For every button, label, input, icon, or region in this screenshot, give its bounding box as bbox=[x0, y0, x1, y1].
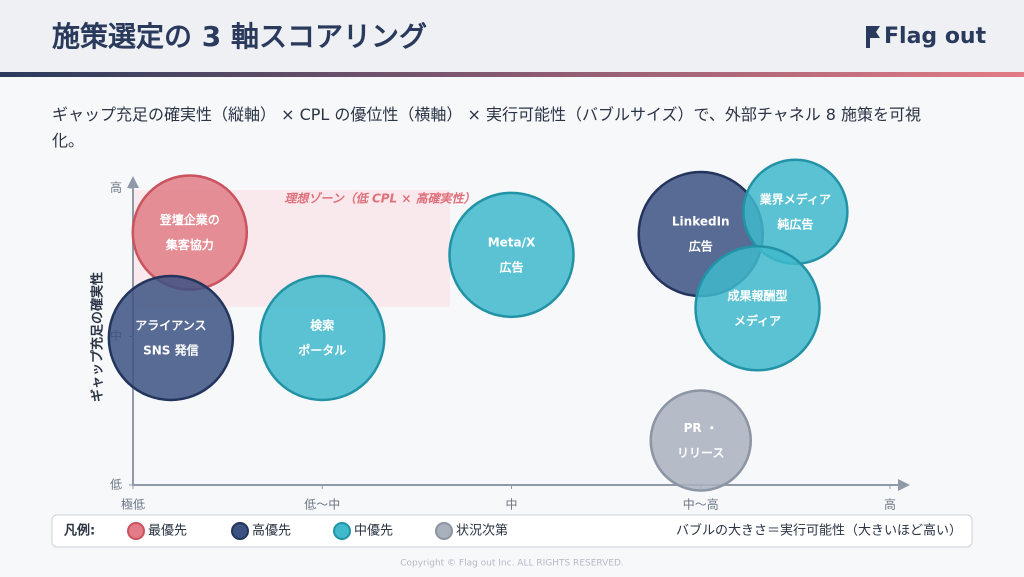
y-tick-label: 低 bbox=[110, 478, 122, 492]
legend-label: 高優先 bbox=[252, 523, 291, 539]
size-note: バブルの大きさ＝実行可能性（大きいほど高い） bbox=[676, 523, 962, 539]
y-tick-label: 高 bbox=[110, 181, 122, 195]
bubble bbox=[259, 274, 386, 402]
y-axis-label: ギャップ充足の確実性 bbox=[90, 272, 106, 402]
bubble bbox=[448, 191, 575, 319]
x-tick-label: 中 bbox=[505, 497, 517, 512]
bubble bbox=[131, 174, 249, 291]
bubble-label: 登壇企業の bbox=[159, 212, 220, 227]
bubble-label: 成果報酬型 bbox=[728, 288, 788, 303]
x-tick-label: 中〜高 bbox=[683, 497, 719, 512]
x-tick-label: 高 bbox=[884, 498, 896, 512]
bubble-label: Meta/X bbox=[488, 235, 536, 249]
legend-swatch bbox=[435, 522, 453, 540]
bubble-group: PR ・リリース bbox=[649, 389, 752, 492]
legend-swatch bbox=[127, 522, 145, 540]
bubble-label: LinkedIn bbox=[672, 215, 730, 229]
legend-box bbox=[51, 514, 973, 548]
header-rule bbox=[0, 72, 1024, 77]
subtitle: ギャップ充足の確実性（縦軸） × CPL の優位性（横軸） × 実行可能性（バブ… bbox=[52, 105, 922, 150]
x-tick-label: 極低 bbox=[121, 498, 145, 512]
bubble-label: 広告 bbox=[689, 239, 713, 254]
legend-label: 状況次第 bbox=[456, 523, 508, 539]
bubble-label: リリース bbox=[677, 446, 724, 460]
legend-label: 最優先 bbox=[148, 524, 187, 539]
footer: Copyright © Flag out Inc. ALL RIGHTS RES… bbox=[400, 559, 624, 569]
y-arrow bbox=[127, 176, 139, 188]
bubble bbox=[694, 245, 821, 372]
bubble-label: 広告 bbox=[499, 259, 523, 274]
bubble-label: アライアンス bbox=[135, 318, 206, 332]
bubble-label: メディア bbox=[734, 313, 781, 328]
legend-title: 凡例: bbox=[64, 523, 95, 539]
header-band bbox=[0, 0, 1024, 74]
bubble-label: ポータル bbox=[298, 342, 346, 357]
legend-swatch bbox=[333, 522, 351, 540]
logo-mark bbox=[866, 26, 880, 48]
bubble-group: Meta/X 広告 bbox=[448, 191, 575, 319]
bubble-label: 検索 bbox=[310, 317, 334, 332]
title: 施策選定の 3 軸スコアリング bbox=[52, 20, 427, 53]
legend-label: 中優先 bbox=[354, 524, 393, 539]
bubble-label: SNS 発信 bbox=[143, 342, 199, 357]
bubble-label: 業界メディア bbox=[759, 191, 831, 206]
bubble-label: PR ・ bbox=[684, 421, 718, 435]
x-tick-label: 低〜中 bbox=[304, 497, 340, 512]
logo: Flag out bbox=[884, 24, 987, 49]
bubble-group: アライアンス SNS 発信 bbox=[107, 274, 235, 402]
bubble bbox=[649, 389, 752, 492]
legend-swatch bbox=[231, 522, 249, 540]
zone-label: 理想ゾーン（低 CPL × 高確実性） bbox=[284, 192, 475, 206]
x-arrow bbox=[898, 479, 910, 491]
bubble-label: 純広告 bbox=[776, 216, 813, 231]
bubble bbox=[107, 274, 235, 402]
bubble-label: 集客協力 bbox=[165, 237, 214, 252]
